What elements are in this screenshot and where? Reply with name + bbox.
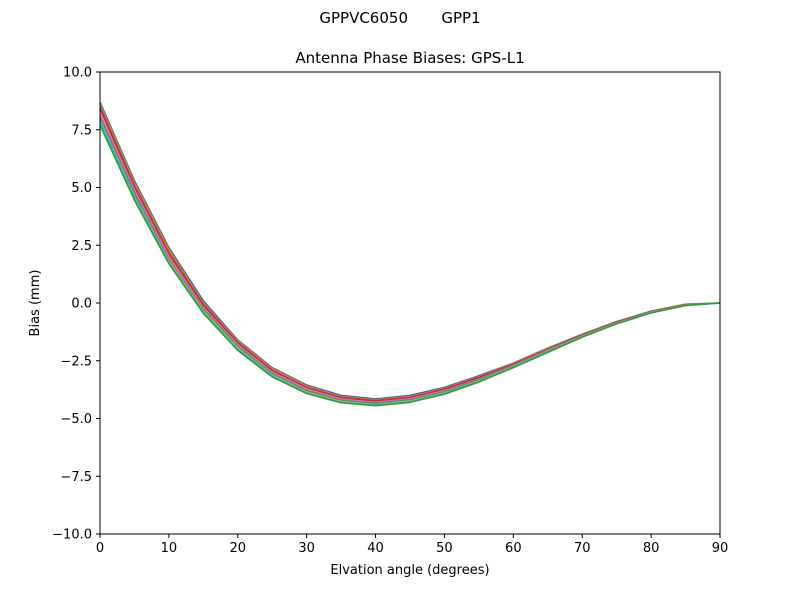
series-line-9 — [99, 121, 721, 406]
x-tick-label: 40 — [367, 541, 384, 556]
y-tick-label: 7.5 — [71, 123, 92, 138]
series-line-8 — [99, 120, 721, 406]
series-line-1 — [99, 101, 721, 400]
y-tick-label: −7.5 — [60, 470, 92, 485]
y-tick-label: −5.0 — [60, 412, 92, 427]
x-axis-label: Elvation angle (degrees) — [330, 563, 489, 578]
y-tick-label: 0.0 — [71, 297, 92, 312]
series-line-7 — [99, 117, 721, 405]
x-tick-label: 30 — [298, 541, 315, 556]
series-line-5 — [99, 113, 721, 404]
x-tick-label: 90 — [712, 541, 729, 556]
y-tick-label: −10.0 — [52, 528, 92, 543]
x-axis-ticks: 0 10 20 30 40 50 60 70 80 90 — [96, 534, 728, 556]
y-axis-label: Bias (mm) — [28, 270, 43, 337]
y-tick-label: −2.5 — [60, 354, 92, 369]
x-tick-label: 20 — [230, 541, 247, 556]
y-tick-label: 5.0 — [71, 181, 92, 196]
plot-frame — [99, 71, 721, 535]
x-tick-label: 50 — [436, 541, 453, 556]
x-tick-label: 70 — [574, 541, 591, 556]
figure-suptitle: GPPVC6050 GPP1 — [319, 9, 481, 27]
series-line-10 — [99, 124, 721, 407]
series-line-6 — [99, 115, 721, 404]
y-tick-label: 10.0 — [63, 66, 92, 81]
x-tick-label: 80 — [643, 541, 660, 556]
series-line-3 — [99, 106, 721, 402]
x-tick-label: 0 — [96, 541, 104, 556]
x-tick-label: 60 — [505, 541, 522, 556]
series-layer — [99, 101, 721, 407]
chart-title: Antenna Phase Biases: GPS-L1 — [295, 49, 525, 67]
y-tick-label: 2.5 — [71, 239, 92, 254]
x-tick-label: 10 — [161, 541, 178, 556]
series-line-4 — [99, 108, 721, 402]
y-axis-ticks: −10.0 −7.5 −5.0 −2.5 0.0 2.5 5.0 7.5 10.0 — [52, 66, 100, 543]
series-line-2 — [99, 104, 721, 401]
